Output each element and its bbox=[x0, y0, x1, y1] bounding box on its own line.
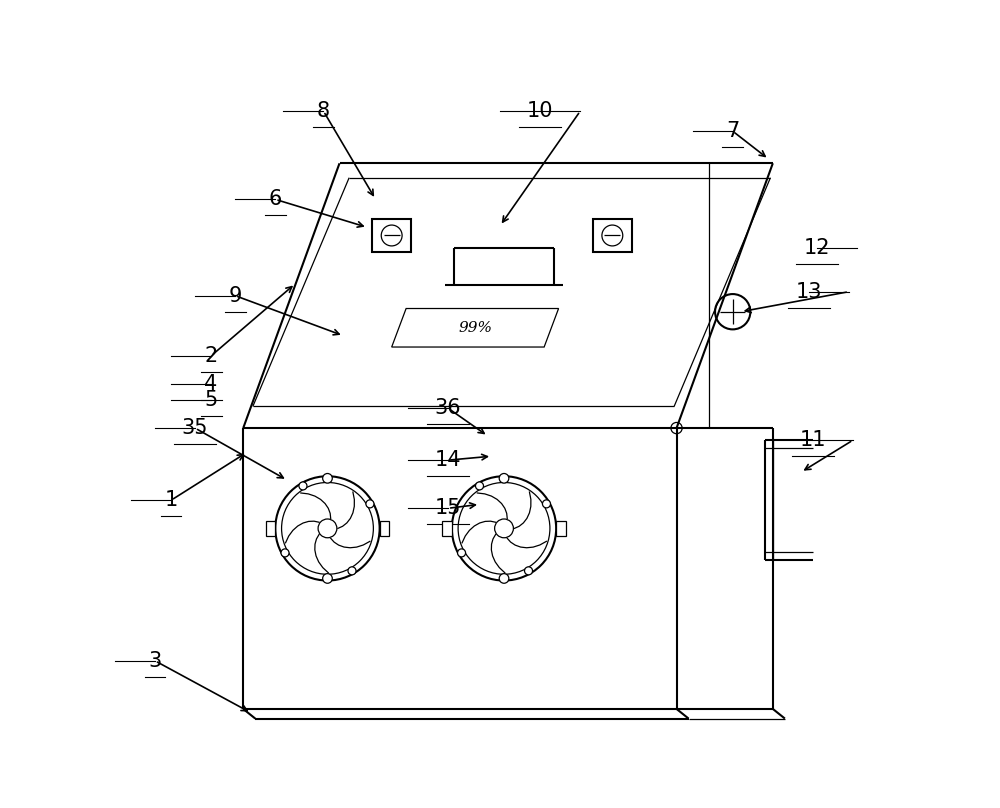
Text: 4: 4 bbox=[204, 374, 218, 394]
Circle shape bbox=[366, 500, 374, 508]
Circle shape bbox=[525, 567, 533, 574]
Circle shape bbox=[542, 500, 550, 508]
Text: 6: 6 bbox=[269, 189, 282, 209]
Text: 3: 3 bbox=[148, 650, 162, 671]
Text: 1: 1 bbox=[164, 490, 178, 511]
Circle shape bbox=[458, 549, 466, 557]
Bar bbox=[266, 521, 275, 536]
Text: 36: 36 bbox=[435, 398, 461, 418]
Circle shape bbox=[475, 482, 484, 490]
Bar bbox=[380, 521, 389, 536]
Text: 9: 9 bbox=[229, 286, 242, 305]
Text: 14: 14 bbox=[435, 450, 461, 470]
Text: 35: 35 bbox=[182, 418, 208, 438]
Circle shape bbox=[452, 476, 556, 580]
Circle shape bbox=[348, 567, 356, 574]
Circle shape bbox=[671, 423, 682, 434]
Circle shape bbox=[318, 519, 337, 538]
Bar bbox=[442, 521, 452, 536]
Polygon shape bbox=[392, 309, 559, 347]
Circle shape bbox=[275, 476, 380, 580]
Text: 7: 7 bbox=[726, 121, 739, 141]
Text: 5: 5 bbox=[204, 390, 218, 410]
Circle shape bbox=[499, 574, 509, 583]
Text: 10: 10 bbox=[527, 101, 553, 121]
Text: 13: 13 bbox=[796, 282, 822, 301]
Circle shape bbox=[299, 482, 307, 490]
Text: 11: 11 bbox=[800, 430, 826, 450]
Text: 15: 15 bbox=[435, 499, 461, 518]
Text: 8: 8 bbox=[317, 101, 330, 121]
Circle shape bbox=[323, 574, 332, 583]
Text: 2: 2 bbox=[204, 346, 218, 366]
Circle shape bbox=[499, 473, 509, 483]
Text: 99%: 99% bbox=[458, 321, 492, 335]
Circle shape bbox=[495, 519, 513, 538]
Circle shape bbox=[323, 473, 332, 483]
Circle shape bbox=[281, 549, 289, 557]
Text: 12: 12 bbox=[804, 238, 830, 258]
Bar bbox=[556, 521, 566, 536]
